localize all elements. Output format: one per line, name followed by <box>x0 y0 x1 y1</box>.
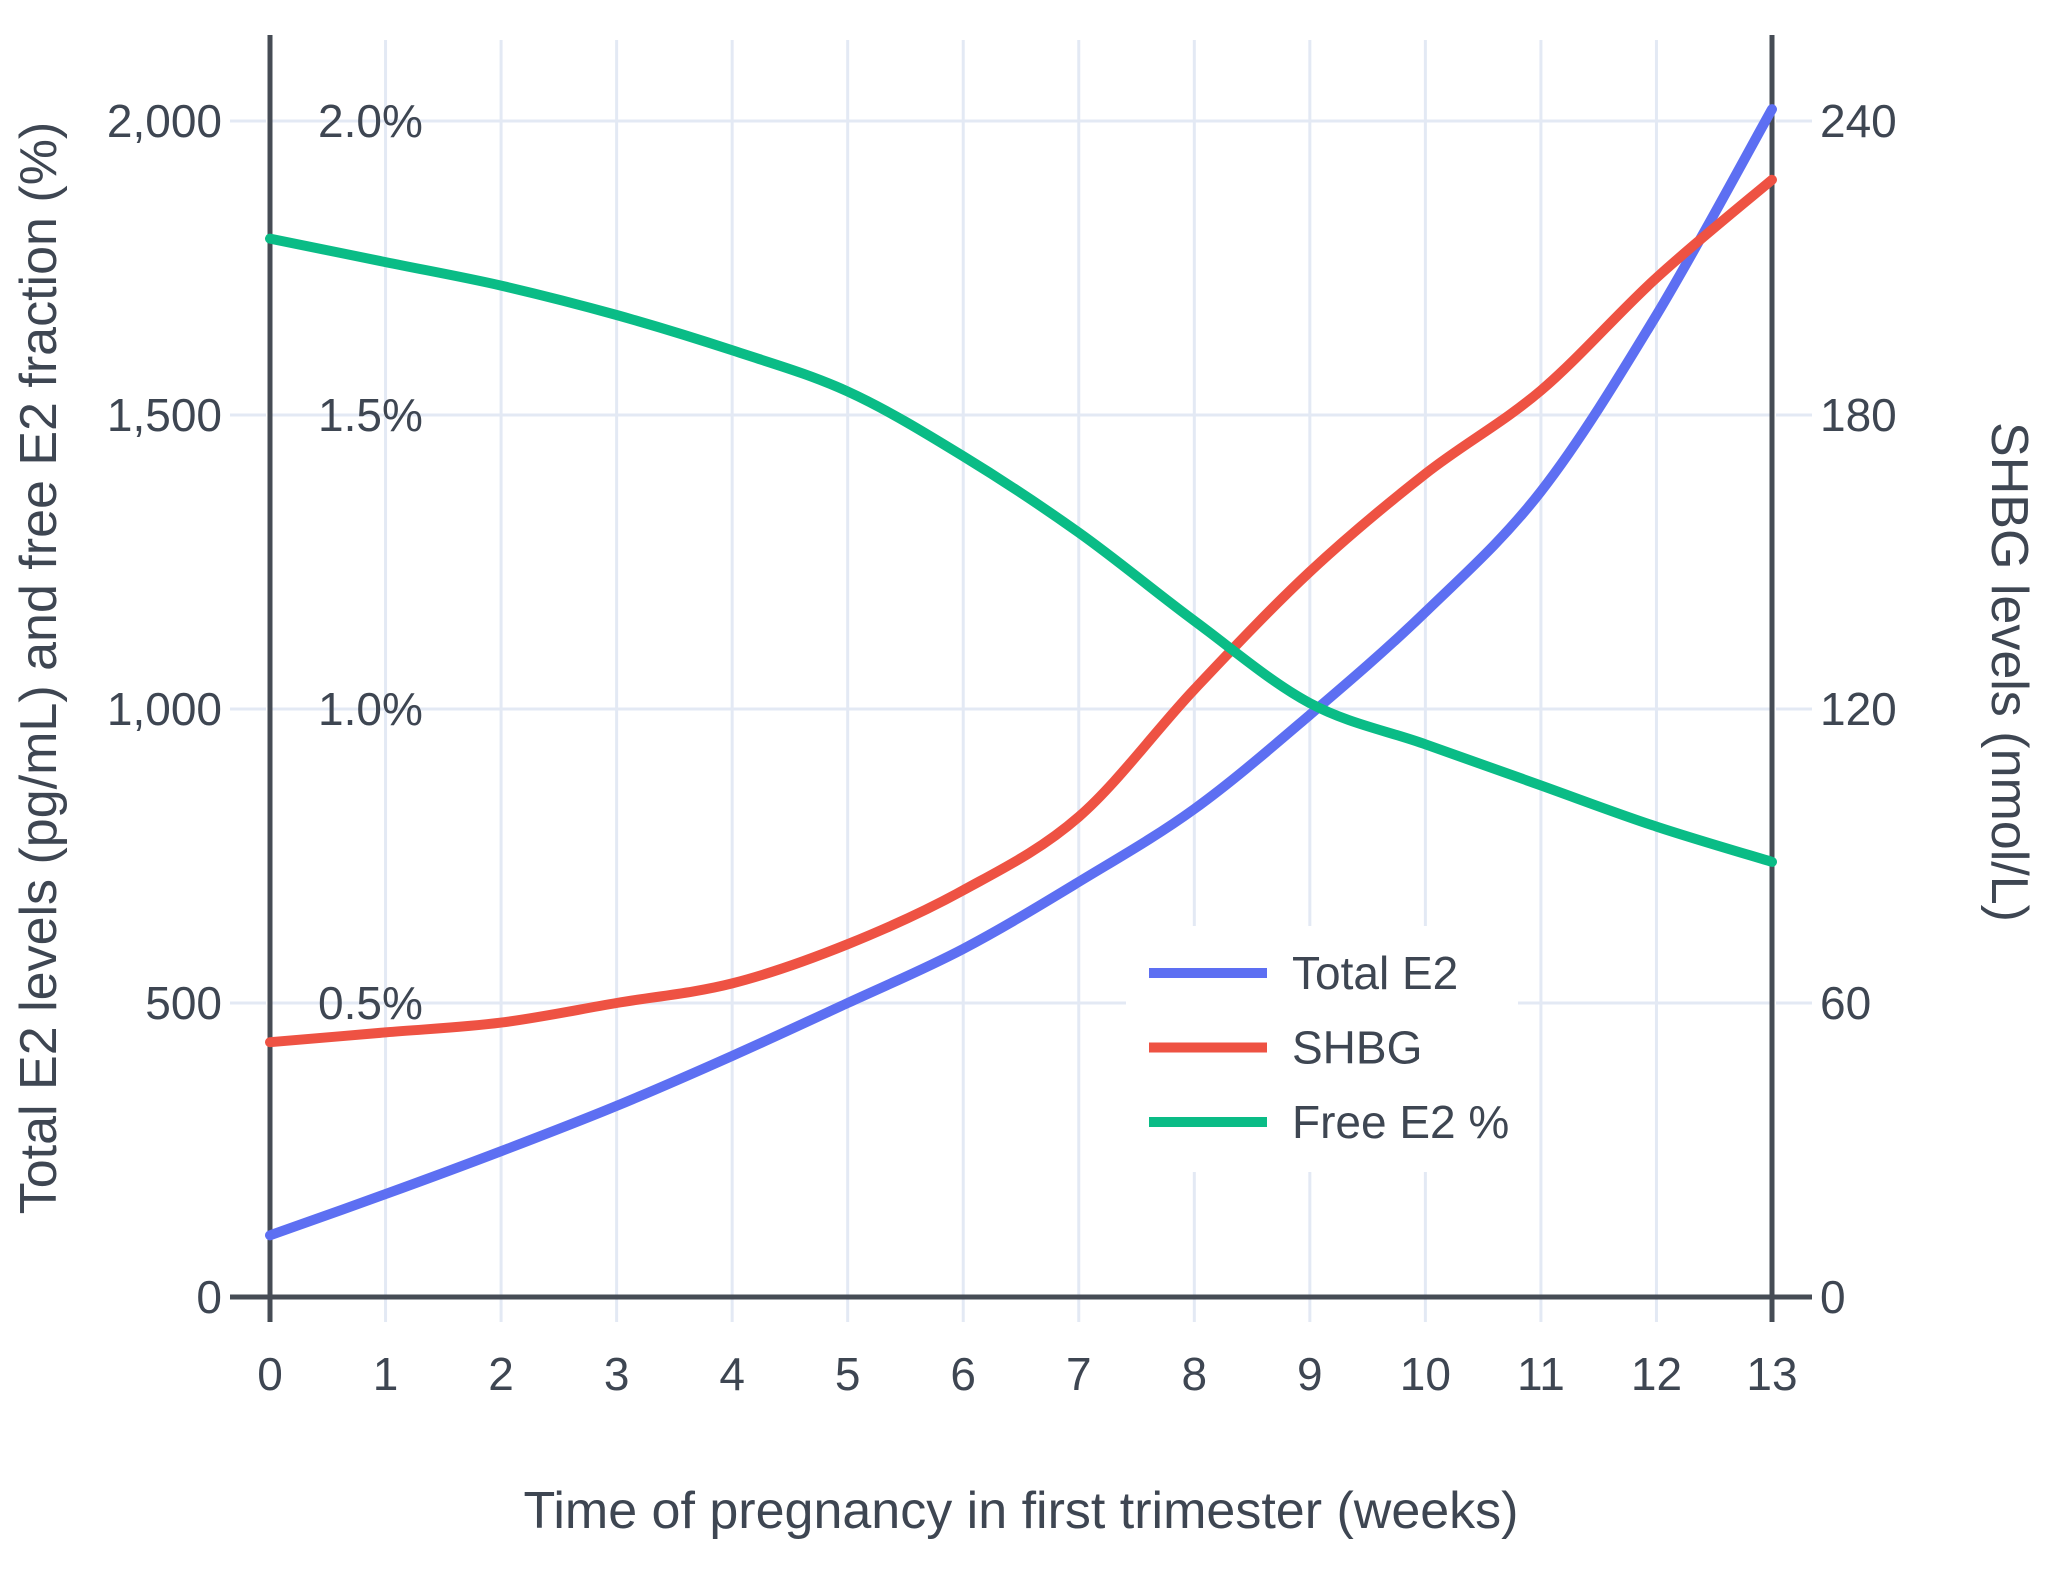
x-axis-tick-label: 1 <box>373 1348 399 1400</box>
x-axis-tick-label: 3 <box>604 1348 630 1400</box>
x-axis-title: Time of pregnancy in first trimester (we… <box>523 1482 1518 1540</box>
series-line-total-e2[interactable] <box>265 104 1777 1241</box>
legend-label: Total E2 <box>1292 947 1458 999</box>
tick-marks <box>230 119 1812 1322</box>
x-axis-tick-label: 6 <box>950 1348 976 1400</box>
percent-tick-label: 0.5% <box>318 977 423 1029</box>
legend: Total E2 SHBG Free E2 % <box>1126 926 1518 1172</box>
right-axis-tick-label: 60 <box>1820 977 1871 1029</box>
x-axis-tick-label: 11 <box>1517 1348 1565 1400</box>
x-axis-tick-label: 12 <box>1631 1348 1682 1400</box>
x-axis-tick-label: 10 <box>1400 1348 1451 1400</box>
left-axis-tick-label: 500 <box>145 977 222 1029</box>
percent-tick-label: 1.5% <box>318 389 423 441</box>
percent-tick-label: 1.0% <box>318 683 423 735</box>
axis-lines <box>230 35 1812 1322</box>
x-axis-tick-label: 7 <box>1066 1348 1092 1400</box>
y-axis-right-title: SHBG levels (nmol/L) <box>1980 422 2038 922</box>
right-axis-tick-label: 120 <box>1820 683 1897 735</box>
right-axis-tick-label: 180 <box>1820 389 1897 441</box>
left-axis-tick-label: 2,000 <box>107 95 222 147</box>
legend-item-total-e2[interactable]: Total E2 <box>1149 947 1458 999</box>
x-axis-tick-label: 8 <box>1182 1348 1208 1400</box>
x-axis-tick-label: 0 <box>257 1348 283 1400</box>
legend-item-shbg[interactable]: SHBG <box>1149 1022 1422 1074</box>
series-line-shbg[interactable] <box>265 174 1777 1048</box>
x-axis-tick-label: 2 <box>488 1348 514 1400</box>
tick-labels: 05001,0001,5002,0000.5%1.0%1.5%2.0%06012… <box>107 95 1897 1400</box>
left-axis-tick-label: 1,000 <box>107 683 222 735</box>
series-curves <box>265 104 1777 1241</box>
right-axis-tick-label: 0 <box>1820 1271 1846 1323</box>
x-axis-tick-label: 5 <box>835 1348 861 1400</box>
y-axis-left-title: Total E2 levels (pg/mL) and free E2 frac… <box>10 122 68 1214</box>
legend-item-free-e2-[interactable]: Free E2 % <box>1149 1096 1509 1148</box>
legend-label: Free E2 % <box>1292 1096 1509 1148</box>
gridlines <box>270 40 1772 1297</box>
percent-tick-label: 2.0% <box>318 95 423 147</box>
left-axis-tick-label: 0 <box>196 1271 222 1323</box>
left-axis-tick-label: 1,500 <box>107 389 222 441</box>
x-axis-tick-label: 4 <box>719 1348 745 1400</box>
series-line-free-e2-[interactable] <box>265 233 1777 867</box>
x-axis-tick-label: 13 <box>1746 1348 1797 1400</box>
legend-label: SHBG <box>1292 1022 1422 1074</box>
x-axis-tick-label: 9 <box>1297 1348 1323 1400</box>
right-axis-tick-label: 240 <box>1820 95 1897 147</box>
